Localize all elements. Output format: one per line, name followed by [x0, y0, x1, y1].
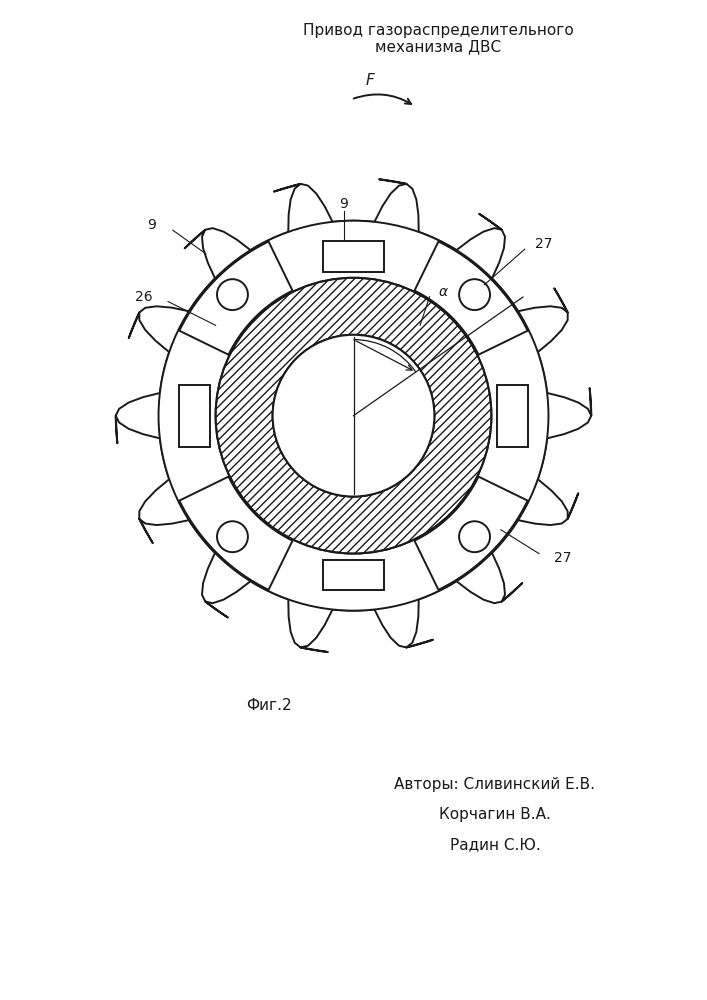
- Polygon shape: [322, 241, 385, 272]
- Polygon shape: [179, 385, 210, 447]
- Text: 27: 27: [535, 237, 552, 251]
- Circle shape: [217, 521, 248, 552]
- Circle shape: [158, 221, 549, 611]
- Text: 9: 9: [339, 197, 349, 211]
- Text: Радин С.Ю.: Радин С.Ю.: [450, 838, 540, 852]
- Text: Фиг.2: Фиг.2: [246, 698, 291, 712]
- Polygon shape: [497, 385, 528, 447]
- Polygon shape: [414, 477, 527, 590]
- Wedge shape: [216, 278, 491, 554]
- Text: механизма ДВС: механизма ДВС: [375, 39, 501, 54]
- Polygon shape: [180, 241, 293, 355]
- Text: Корчагин В.А.: Корчагин В.А.: [439, 808, 551, 822]
- Text: 27: 27: [554, 551, 571, 565]
- Polygon shape: [180, 477, 293, 590]
- Circle shape: [459, 279, 490, 310]
- Text: $\alpha$: $\alpha$: [438, 285, 450, 299]
- Text: Привод газораспределительного: Привод газораспределительного: [303, 22, 573, 37]
- Polygon shape: [414, 241, 527, 355]
- Text: 9: 9: [147, 218, 156, 232]
- Text: Авторы: Сливинский Е.В.: Авторы: Сливинский Е.В.: [395, 778, 595, 792]
- Circle shape: [459, 521, 490, 552]
- Circle shape: [217, 279, 248, 310]
- Circle shape: [273, 335, 434, 497]
- Text: 26: 26: [136, 290, 153, 304]
- Polygon shape: [322, 560, 385, 590]
- Text: F: F: [366, 73, 375, 88]
